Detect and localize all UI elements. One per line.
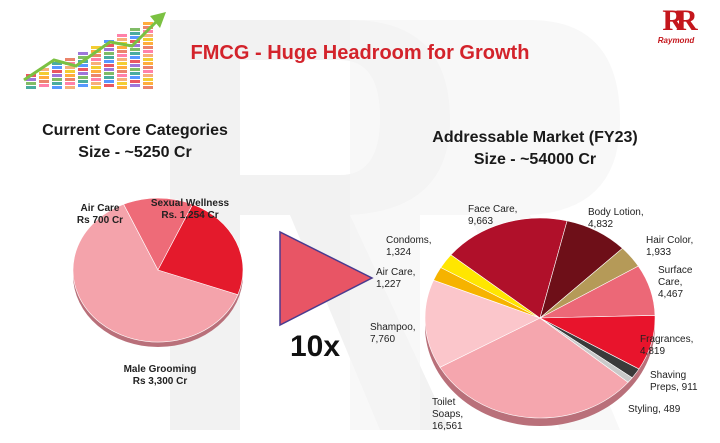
pie-slice-styling bbox=[539, 317, 633, 383]
addressable-market-size: Size - ~54000 Cr bbox=[473, 151, 597, 168]
slice-label-sexual-wellness: Sexual Wellness Rs. 1,254 Cr bbox=[151, 198, 230, 221]
addressable-market-pie: Toilet Soaps, 16,561 Shampoo, 7,760 Air Care,… bbox=[370, 204, 698, 432]
slice-label-hair-color: Hair Color, 1,933 bbox=[646, 235, 693, 258]
pie-slice-toilet-soaps bbox=[439, 317, 629, 419]
slice-label-air-care: Air Care Rs 700 Cr bbox=[77, 203, 123, 226]
slice-label-toilet-soaps: Toilet Soaps, 16,561 bbox=[432, 397, 463, 432]
addressable-market-heading: Addressable Market (FY23) Size - ~54000 … bbox=[420, 127, 650, 171]
slice-label-male-grooming: Male Grooming Rs 3,300 Cr bbox=[124, 364, 197, 387]
growth-multiplier: 10x bbox=[290, 330, 341, 363]
current-categories-size: Size - ~5250 Cr bbox=[78, 144, 192, 161]
current-categories-heading: Current Core Categories Size - ~5250 Cr bbox=[20, 120, 250, 164]
current-categories-pie: Male Grooming Rs 3,300 Cr Air Care Rs 700 C… bbox=[72, 197, 244, 387]
pie-slice-air-care bbox=[123, 197, 194, 271]
growth-arrow bbox=[279, 230, 374, 327]
brand-monogram: RR bbox=[662, 4, 697, 37]
brand-logo: RR Raymond bbox=[652, 4, 700, 46]
slice-label-shaving-preps: Shaving Preps, 911 bbox=[650, 370, 698, 393]
slice-label-shampoo: Shampoo, 7,760 bbox=[370, 322, 416, 345]
slice-label-body-lotion: Body Lotion, 4,832 bbox=[588, 207, 644, 230]
slice-label-surface-care: Surface Care, 4,467 bbox=[658, 265, 693, 300]
pie-slice-shampoo bbox=[424, 279, 541, 368]
current-categories-title: Current Core Categories bbox=[42, 122, 228, 139]
slice-label-air-care: Air Care, 1,227 bbox=[376, 267, 415, 290]
page-title: FMCG - Huge Headroom for Growth bbox=[190, 42, 530, 64]
slice-label-styling: Styling, 489 bbox=[628, 404, 681, 415]
brand-name: Raymond bbox=[657, 36, 695, 45]
slice-label-condoms: Condoms, 1,324 bbox=[386, 235, 432, 258]
addressable-market-title: Addressable Market (FY23) bbox=[432, 129, 638, 146]
growth-chart-logo bbox=[23, 12, 166, 89]
pie-slice-face-care bbox=[450, 217, 568, 319]
pie-slice-male-grooming bbox=[72, 203, 239, 343]
slice-label-fragrances: Fragrances, 4,819 bbox=[640, 334, 693, 357]
slice-label-face-care: Face Care, 9,663 bbox=[468, 204, 517, 227]
pie-slice-sexual-wellness bbox=[157, 203, 244, 295]
